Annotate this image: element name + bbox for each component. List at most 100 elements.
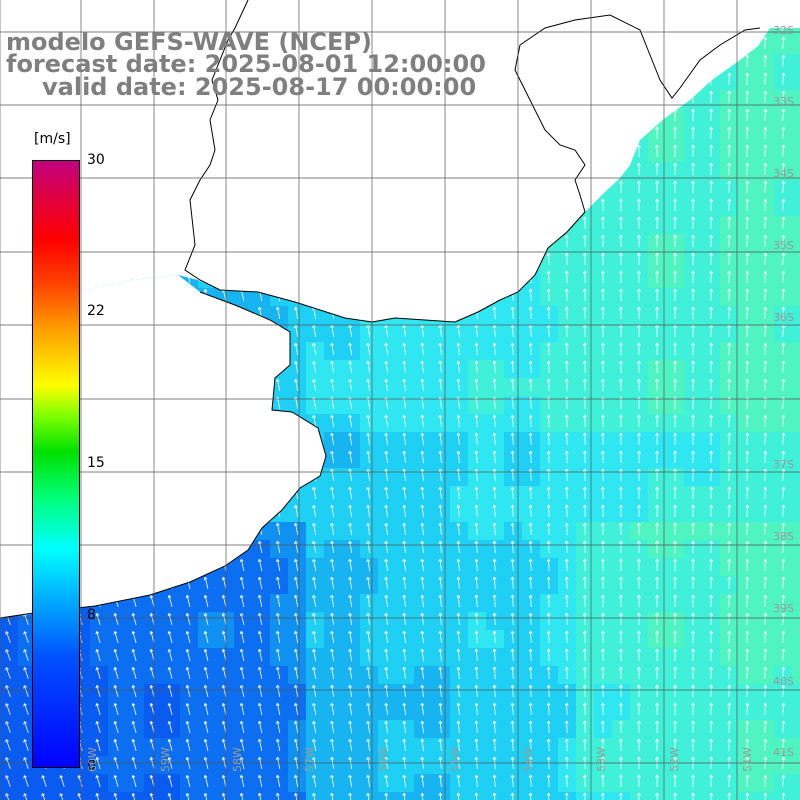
wind-speed-cell bbox=[540, 774, 559, 793]
wind-arrow bbox=[5, 793, 10, 800]
wind-speed-cell bbox=[378, 702, 397, 721]
wind-arrow bbox=[456, 414, 461, 428]
wind-arrow bbox=[637, 432, 641, 446]
wind-arrow bbox=[655, 594, 659, 608]
wind-arrow bbox=[294, 720, 299, 734]
wind-speed-cell bbox=[612, 198, 631, 217]
wind-arrow bbox=[294, 558, 299, 572]
wind-arrow bbox=[510, 432, 515, 446]
wind-speed-cell bbox=[486, 306, 505, 325]
wind-speed-cell bbox=[468, 342, 487, 361]
wind-speed-cell bbox=[774, 270, 793, 289]
wind-arrow bbox=[492, 378, 497, 392]
wind-speed-cell bbox=[342, 594, 361, 613]
wind-arrow bbox=[384, 576, 389, 590]
wind-arrow bbox=[763, 216, 768, 230]
wind-arrow bbox=[456, 540, 461, 554]
wind-arrow bbox=[691, 702, 696, 716]
wind-arrow bbox=[619, 216, 623, 230]
wind-speed-cell bbox=[360, 792, 379, 800]
wind-speed-cell bbox=[342, 342, 361, 361]
wind-speed-cell bbox=[792, 234, 800, 253]
wind-arrow bbox=[203, 738, 209, 751]
wind-arrow bbox=[402, 612, 407, 626]
wind-speed-cell bbox=[630, 234, 649, 253]
wind-speed-cell bbox=[450, 522, 469, 541]
wind-speed-cell bbox=[378, 432, 397, 451]
wind-speed-cell bbox=[612, 450, 631, 469]
wind-speed-cell bbox=[684, 414, 703, 433]
wind-speed-cell bbox=[720, 576, 739, 595]
wind-speed-cell bbox=[360, 360, 379, 379]
valid-date: valid date: 2025-08-17 00:00:00 bbox=[42, 73, 477, 101]
wind-speed-cell bbox=[792, 684, 800, 703]
wind-speed-cell bbox=[666, 288, 685, 307]
wind-arrow bbox=[564, 666, 569, 680]
wind-arrow bbox=[582, 792, 587, 800]
wind-speed-cell bbox=[396, 432, 415, 451]
wind-arrow bbox=[131, 703, 137, 715]
wind-speed-cell bbox=[450, 378, 469, 397]
wind-arrow bbox=[257, 612, 263, 625]
wind-speed-cell bbox=[630, 162, 649, 181]
wind-arrow bbox=[655, 378, 659, 392]
wind-speed-cell bbox=[306, 504, 325, 523]
wind-speed-cell bbox=[630, 216, 649, 235]
wind-speed-cell bbox=[342, 522, 361, 541]
wind-speed-cell bbox=[540, 378, 559, 397]
wind-arrow bbox=[727, 90, 732, 104]
wind-speed-cell bbox=[738, 594, 757, 613]
wind-arrow bbox=[709, 612, 714, 626]
wind-speed-cell bbox=[756, 144, 775, 163]
wind-speed-cell bbox=[198, 792, 217, 800]
wind-arrow bbox=[709, 684, 714, 698]
wind-arrow bbox=[366, 468, 371, 482]
wind-arrow bbox=[456, 342, 461, 356]
wind-speed-cell bbox=[378, 324, 397, 343]
wind-arrow bbox=[763, 720, 768, 734]
wind-speed-cell bbox=[702, 486, 721, 505]
wind-speed-cell bbox=[792, 666, 800, 685]
wind-speed-cell bbox=[540, 756, 559, 775]
wind-speed-cell bbox=[720, 558, 739, 577]
wind-speed-cell bbox=[468, 504, 487, 523]
wind-speed-cell bbox=[540, 594, 559, 613]
wind-speed-cell bbox=[576, 774, 595, 793]
wind-speed-cell bbox=[666, 576, 685, 595]
wind-arrow bbox=[402, 594, 407, 608]
wind-arrow bbox=[149, 613, 155, 625]
wind-arrow bbox=[709, 252, 714, 266]
wind-speed-cell bbox=[468, 450, 487, 469]
wind-arrow bbox=[23, 703, 29, 715]
wind-arrow bbox=[402, 432, 407, 446]
wind-arrow bbox=[655, 612, 659, 626]
wind-speed-cell bbox=[378, 648, 397, 667]
wind-arrow bbox=[582, 342, 587, 356]
wind-arrow bbox=[619, 666, 623, 680]
wind-speed-cell bbox=[450, 792, 469, 800]
wind-arrow bbox=[257, 684, 263, 697]
wind-speed-cell bbox=[630, 576, 649, 595]
wind-speed-cell bbox=[648, 432, 667, 451]
wind-arrow bbox=[546, 504, 551, 518]
wind-arrow bbox=[619, 702, 623, 716]
wind-arrow bbox=[330, 720, 335, 734]
wind-speed-cell bbox=[684, 612, 703, 631]
wind-speed-cell bbox=[432, 558, 451, 577]
wind-arrow bbox=[691, 342, 696, 356]
wind-arrow bbox=[366, 630, 371, 644]
wind-speed-cell bbox=[774, 774, 793, 793]
wind-arrow bbox=[745, 666, 750, 680]
wind-arrow bbox=[727, 792, 732, 800]
wind-speed-cell bbox=[630, 324, 649, 343]
wind-arrow bbox=[185, 612, 191, 625]
wind-arrow bbox=[456, 720, 461, 734]
wind-speed-cell bbox=[486, 468, 505, 487]
wind-arrow bbox=[456, 702, 461, 716]
wind-speed-cell bbox=[612, 468, 631, 487]
wind-arrow bbox=[709, 630, 714, 644]
wind-speed-cell bbox=[432, 378, 451, 397]
wind-arrow bbox=[149, 721, 155, 733]
wind-arrow bbox=[600, 612, 605, 626]
wind-arrow bbox=[745, 90, 750, 104]
